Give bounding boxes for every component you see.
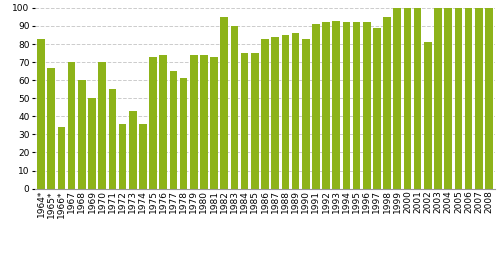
Bar: [118, 124, 126, 189]
Bar: [475, 8, 482, 189]
Bar: [88, 98, 96, 189]
Bar: [251, 53, 258, 189]
Bar: [404, 8, 411, 189]
Bar: [220, 17, 228, 189]
Bar: [312, 24, 320, 189]
Bar: [129, 111, 136, 189]
Bar: [180, 78, 188, 189]
Bar: [373, 28, 381, 189]
Bar: [454, 8, 462, 189]
Bar: [464, 8, 472, 189]
Bar: [160, 55, 167, 189]
Bar: [261, 39, 269, 189]
Bar: [414, 8, 422, 189]
Bar: [108, 89, 116, 189]
Bar: [322, 22, 330, 189]
Bar: [394, 8, 401, 189]
Bar: [342, 22, 350, 189]
Bar: [139, 124, 146, 189]
Bar: [58, 127, 66, 189]
Bar: [332, 20, 340, 189]
Bar: [149, 57, 157, 189]
Bar: [282, 35, 289, 189]
Bar: [434, 8, 442, 189]
Bar: [78, 80, 86, 189]
Bar: [353, 22, 360, 189]
Bar: [170, 71, 177, 189]
Bar: [384, 17, 391, 189]
Bar: [424, 42, 432, 189]
Bar: [200, 55, 208, 189]
Bar: [292, 33, 300, 189]
Bar: [98, 62, 106, 189]
Bar: [210, 57, 218, 189]
Bar: [230, 26, 238, 189]
Bar: [68, 62, 76, 189]
Bar: [48, 68, 55, 189]
Bar: [363, 22, 370, 189]
Bar: [241, 53, 248, 189]
Bar: [190, 55, 198, 189]
Bar: [485, 8, 492, 189]
Bar: [444, 8, 452, 189]
Bar: [272, 37, 279, 189]
Bar: [38, 39, 45, 189]
Bar: [302, 39, 310, 189]
